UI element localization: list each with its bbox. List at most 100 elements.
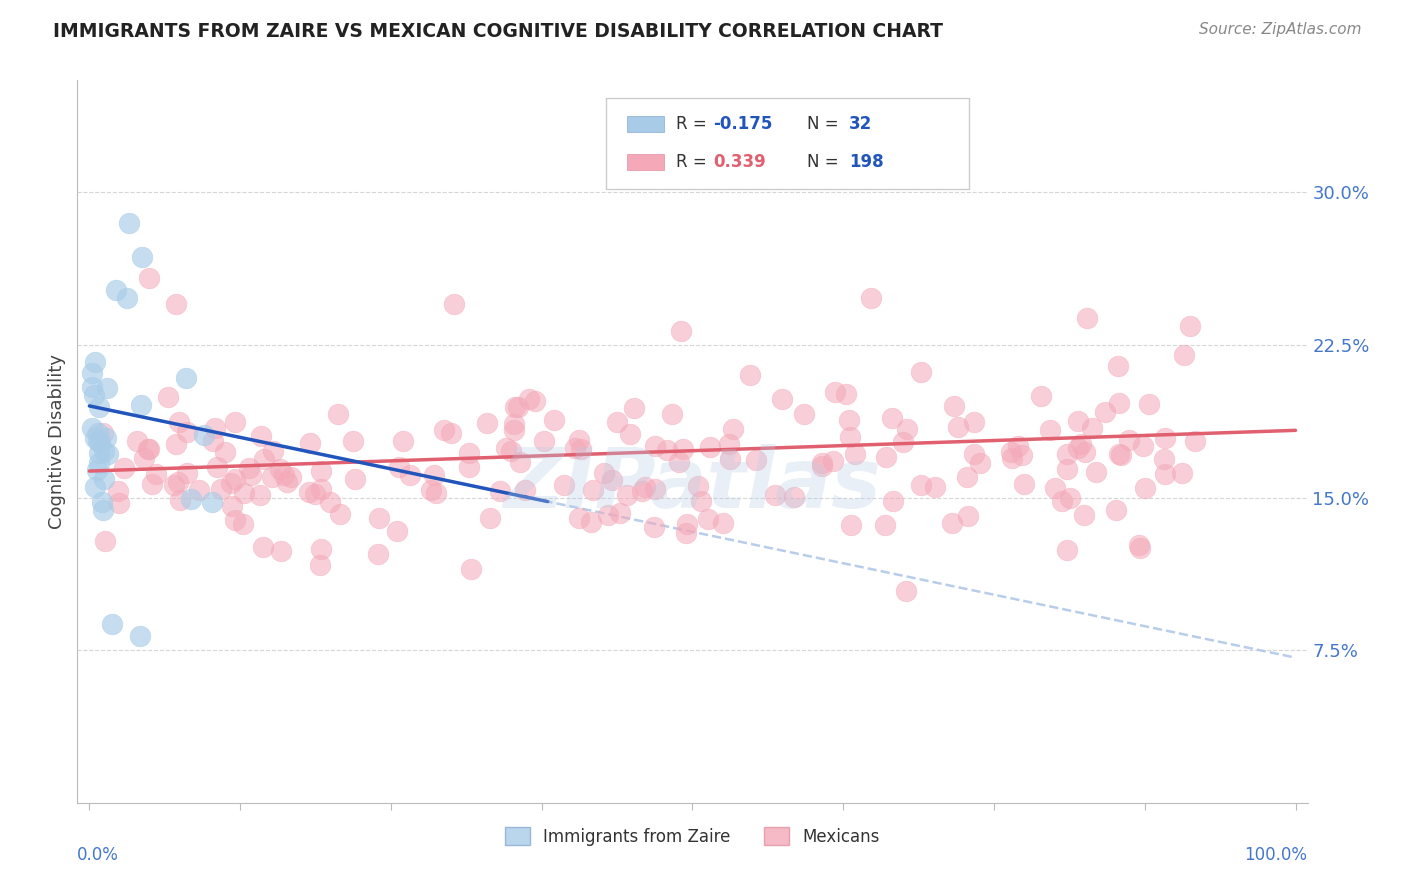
Point: [763, 488, 786, 502]
Point: [824, 385, 846, 400]
Point: [419, 483, 441, 497]
Point: [84, 354, 107, 368]
Point: [87, 425, 110, 440]
Point: [499, 443, 522, 458]
Point: [367, 547, 389, 561]
Point: [163, 477, 186, 491]
Point: [644, 439, 666, 453]
Point: [232, 516, 254, 531]
Point: [1076, 311, 1098, 326]
Point: [543, 412, 565, 426]
Point: [839, 430, 862, 444]
Point: [392, 434, 415, 448]
Point: [1073, 508, 1095, 522]
Point: [1137, 397, 1160, 411]
Point: [623, 401, 645, 416]
Text: 0.339: 0.339: [713, 153, 766, 170]
Point: [460, 562, 482, 576]
Point: [145, 467, 167, 481]
Point: [93, 472, 115, 486]
Point: [835, 387, 858, 401]
Point: [1029, 389, 1052, 403]
Point: [744, 453, 766, 467]
Point: [676, 516, 699, 531]
Point: [579, 515, 602, 529]
Point: [342, 434, 364, 448]
Point: [132, 450, 155, 465]
Point: [1128, 538, 1150, 552]
Point: [319, 495, 342, 509]
Point: [946, 420, 969, 434]
Point: [176, 425, 198, 440]
Point: [839, 518, 862, 533]
Point: [672, 442, 695, 456]
Point: [174, 371, 197, 385]
Point: [686, 479, 709, 493]
Point: [1180, 318, 1202, 333]
Point: [249, 429, 271, 443]
Point: [1043, 481, 1066, 495]
Point: [844, 447, 866, 461]
Point: [280, 470, 302, 484]
Point: [440, 426, 463, 441]
Point: [224, 415, 246, 429]
Point: [1012, 477, 1035, 491]
Text: N =: N =: [807, 115, 844, 134]
Point: [112, 461, 135, 475]
Point: [87, 446, 110, 460]
Point: [956, 470, 979, 484]
Point: [910, 478, 932, 492]
Point: [193, 428, 215, 442]
Point: [609, 506, 631, 520]
Point: [344, 472, 367, 486]
Point: [104, 283, 127, 297]
Point: [956, 509, 979, 524]
Point: [711, 516, 734, 530]
Legend: Immigrants from Zaire, Mexicans: Immigrants from Zaire, Mexicans: [498, 821, 887, 852]
Point: [298, 484, 321, 499]
Point: [533, 434, 555, 449]
Point: [875, 450, 897, 464]
Point: [477, 417, 499, 431]
Point: [156, 390, 179, 404]
Point: [582, 483, 605, 497]
Point: [202, 434, 225, 449]
Point: [1001, 451, 1024, 466]
Point: [176, 467, 198, 481]
Point: [1170, 466, 1192, 480]
Point: [860, 291, 883, 305]
Point: [87, 434, 110, 449]
Point: [388, 460, 411, 475]
Text: R =: R =: [676, 153, 713, 170]
Point: [309, 483, 332, 497]
Point: [118, 216, 141, 230]
Point: [810, 458, 832, 473]
Point: [188, 483, 211, 498]
Point: [517, 392, 540, 406]
Point: [661, 407, 683, 421]
Point: [309, 558, 332, 573]
Point: [91, 503, 114, 517]
Point: [503, 424, 526, 438]
Point: [602, 473, 624, 487]
Point: [276, 475, 298, 489]
Point: [1154, 467, 1177, 481]
Point: [249, 488, 271, 502]
Point: [821, 454, 844, 468]
Point: [963, 447, 986, 461]
Point: [1109, 448, 1132, 462]
Bar: [627, 153, 664, 169]
Point: [969, 456, 991, 470]
Point: [180, 491, 202, 506]
Point: [1059, 491, 1081, 505]
Point: [86, 463, 108, 477]
Point: [553, 478, 575, 492]
Point: [224, 472, 246, 486]
Point: [505, 401, 527, 415]
Point: [619, 427, 641, 442]
Point: [593, 467, 616, 481]
Point: [219, 476, 242, 491]
Point: [138, 442, 160, 456]
Point: [205, 459, 228, 474]
Point: [97, 447, 120, 461]
